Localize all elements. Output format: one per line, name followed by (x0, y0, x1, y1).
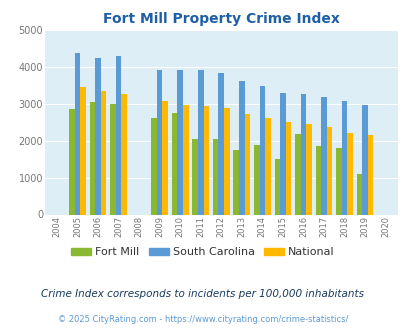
Bar (224, 108, 229, 214)
Bar (244, 114, 249, 214)
Bar (341, 101, 346, 214)
Bar (259, 85, 264, 214)
Bar (361, 106, 367, 214)
Bar (315, 146, 320, 214)
Bar (192, 139, 198, 214)
Bar (279, 93, 285, 214)
Bar (90, 102, 95, 214)
Bar (367, 135, 373, 214)
Bar (326, 127, 331, 214)
Bar (171, 113, 177, 214)
Bar (80, 87, 85, 214)
Bar (320, 97, 326, 214)
Bar (274, 159, 279, 214)
Title: Fort Mill Property Crime Index: Fort Mill Property Crime Index (102, 12, 339, 26)
Legend: Fort Mill, South Carolina, National: Fort Mill, South Carolina, National (66, 243, 339, 262)
Bar (254, 146, 259, 214)
Bar (183, 106, 188, 214)
Bar (198, 70, 203, 214)
Bar (335, 148, 341, 214)
Bar (156, 70, 162, 214)
Bar (75, 53, 80, 214)
Text: Crime Index corresponds to incidents per 100,000 inhabitants: Crime Index corresponds to incidents per… (41, 289, 364, 299)
Bar (115, 56, 121, 214)
Bar (294, 134, 300, 214)
Bar (69, 109, 75, 214)
Bar (300, 94, 305, 214)
Bar (203, 106, 209, 214)
Bar (110, 104, 115, 214)
Bar (177, 70, 183, 214)
Bar (285, 122, 290, 214)
Bar (239, 81, 244, 214)
Bar (264, 118, 270, 214)
Bar (95, 58, 100, 214)
Bar (346, 133, 352, 214)
Bar (121, 94, 127, 214)
Text: © 2025 CityRating.com - https://www.cityrating.com/crime-statistics/: © 2025 CityRating.com - https://www.city… (58, 315, 347, 324)
Bar (151, 118, 156, 214)
Bar (213, 139, 218, 214)
Bar (218, 73, 224, 214)
Bar (162, 101, 168, 214)
Bar (233, 150, 239, 214)
Bar (100, 91, 106, 214)
Bar (305, 123, 311, 214)
Bar (356, 174, 361, 214)
